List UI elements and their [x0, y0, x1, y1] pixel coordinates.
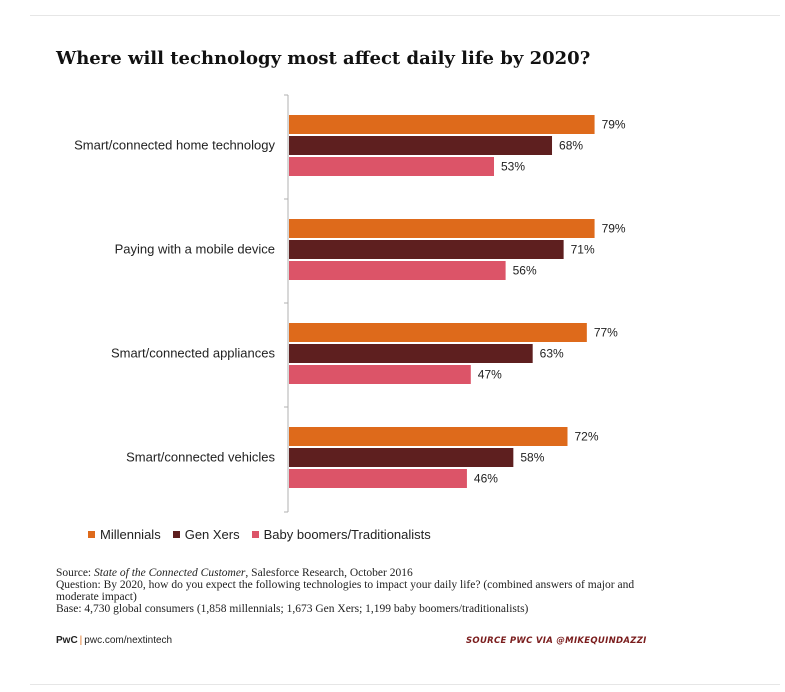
bar [289, 261, 506, 280]
data-label: 72% [574, 430, 598, 444]
chart-legend: Millennials Gen Xers Baby boomers/Tradit… [88, 527, 431, 542]
data-label: 71% [571, 243, 595, 257]
legend-label-millennials: Millennials [100, 527, 161, 542]
legend-swatch-millennials [88, 531, 95, 538]
brand-separator: | [79, 635, 83, 646]
data-label: 58% [520, 451, 544, 465]
bar [289, 136, 553, 155]
data-label: 46% [474, 472, 498, 486]
source-credit: SOURCE PWC VIA @MIKEQUINDAZZI [466, 636, 647, 646]
category-label: Smart/connected appliances [111, 346, 276, 361]
category-label: Smart/connected home technology [74, 138, 275, 153]
bar [289, 115, 595, 134]
question-line: Question: By 2020, how do you expect the… [56, 579, 635, 603]
bar [289, 469, 467, 488]
bar [289, 344, 533, 363]
data-label: 79% [602, 118, 626, 132]
chart-title: Where will technology most affect daily … [56, 48, 591, 69]
data-label: 47% [478, 368, 502, 382]
legend-swatch-boomers [251, 531, 259, 538]
category-label: Paying with a mobile device [115, 242, 275, 257]
bar [289, 157, 495, 176]
data-label: 63% [540, 347, 564, 361]
bar [289, 448, 514, 467]
data-label: 79% [602, 222, 626, 236]
legend-item-millennials: Millennials [88, 527, 161, 542]
source-title: State of the Connected Customer [94, 567, 246, 579]
data-label: 56% [513, 264, 537, 278]
legend-label-boomers: Baby boomers/Traditionalists [263, 527, 431, 542]
bar [289, 365, 471, 384]
chart-notes: Source: State of the Connected Customer,… [56, 567, 666, 615]
data-label: 68% [559, 139, 583, 153]
brand-url: pwc.com/nextintech [84, 635, 173, 646]
bar [289, 219, 595, 238]
bar [289, 427, 568, 446]
bar [289, 240, 564, 259]
legend-item-gen-xers: Gen Xers [172, 527, 240, 542]
bar-chart: Smart/connected home technology 79% 68% 53%… [74, 94, 626, 513]
brand-name: PwC [56, 635, 78, 646]
source-line: Source: State of the Connected Customer,… [56, 567, 413, 579]
data-label: 77% [594, 326, 618, 340]
bar [289, 323, 587, 342]
top-divider [30, 15, 780, 16]
bottom-divider [30, 684, 780, 685]
legend-label-gen-xers: Gen Xers [184, 527, 240, 542]
legend-item-boomers: Baby boomers/Traditionalists [251, 527, 431, 542]
category-label: Smart/connected vehicles [126, 450, 275, 465]
base-line: Base: 4,730 global consumers (1,858 mill… [56, 603, 529, 615]
legend-swatch-gen-xers [172, 531, 180, 538]
brand-footer: PwC | pwc.com/nextintech [56, 635, 172, 646]
data-label: 53% [501, 160, 525, 174]
